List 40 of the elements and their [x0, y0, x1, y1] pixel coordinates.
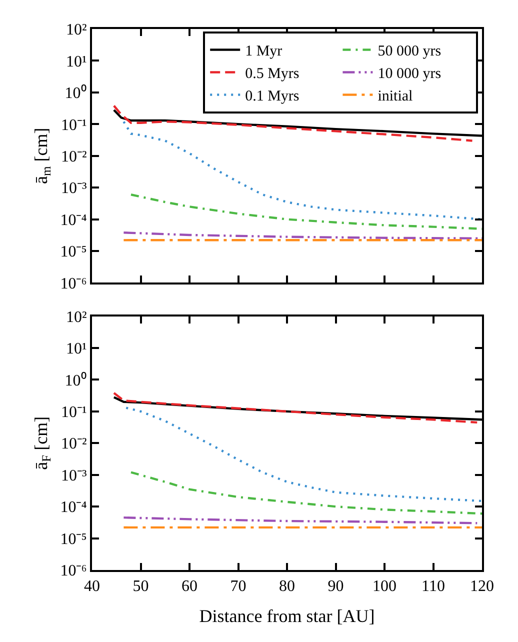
x-tick-label: 100 — [372, 578, 396, 596]
y-tick-label: 10⁻⁶ — [60, 562, 87, 580]
line-series — [130, 471, 482, 515]
line-series — [125, 406, 482, 502]
y-tick-label: 10⁰ — [64, 371, 87, 390]
x-tick-label: 120 — [470, 578, 494, 596]
legend-label: initial — [378, 88, 413, 105]
y-tick-label: 10⁻⁶ — [60, 275, 87, 292]
y-tick-label: 10⁻² — [61, 148, 88, 166]
legend-label: 10 000 yrs — [378, 66, 442, 82]
y-tick-label: 10⁻⁴ — [60, 499, 88, 516]
y-tick-label: 10¹ — [66, 53, 88, 70]
legend-label: 0.1 Myrs — [245, 88, 300, 105]
line-series — [130, 194, 482, 230]
y-tick-label: 10⁻⁵ — [60, 530, 87, 548]
y-tick-label: 10¹ — [66, 340, 88, 358]
line-series — [122, 120, 482, 220]
x-tick-label: 80 — [279, 578, 295, 596]
line-series — [112, 392, 478, 424]
y-tick-label: 10² — [66, 308, 88, 326]
x-axis-title: Distance from star [AU] — [199, 606, 375, 626]
y-tick-label: 10⁻³ — [61, 180, 88, 198]
x-tick-label: 40 — [84, 578, 100, 596]
legend-label: 50 000 yrs — [378, 44, 442, 60]
x-tick-label: 60 — [182, 578, 198, 596]
line-series — [112, 104, 474, 142]
y-tick-label: 10⁻¹ — [61, 404, 88, 422]
y-tick-label: 10⁰ — [64, 84, 87, 102]
y-tick-label: 10⁻⁴ — [60, 212, 88, 229]
y-tick-label: 10⁻⁵ — [60, 244, 87, 261]
legend-label: 0.5 Myrs — [245, 66, 300, 82]
x-tick-label: 70 — [230, 578, 246, 596]
y-tick-label: 10² — [66, 22, 88, 39]
x-tick-label: 110 — [422, 578, 445, 596]
legend-label: 1 Myr — [245, 44, 282, 60]
y-tick-label: 10⁻² — [61, 436, 88, 453]
y-tick-label: 10⁻³ — [61, 467, 88, 484]
x-tick-label: 90 — [328, 578, 344, 596]
x-tick-label: 50 — [132, 578, 149, 596]
y-tick-label: 10⁻¹ — [61, 116, 88, 134]
